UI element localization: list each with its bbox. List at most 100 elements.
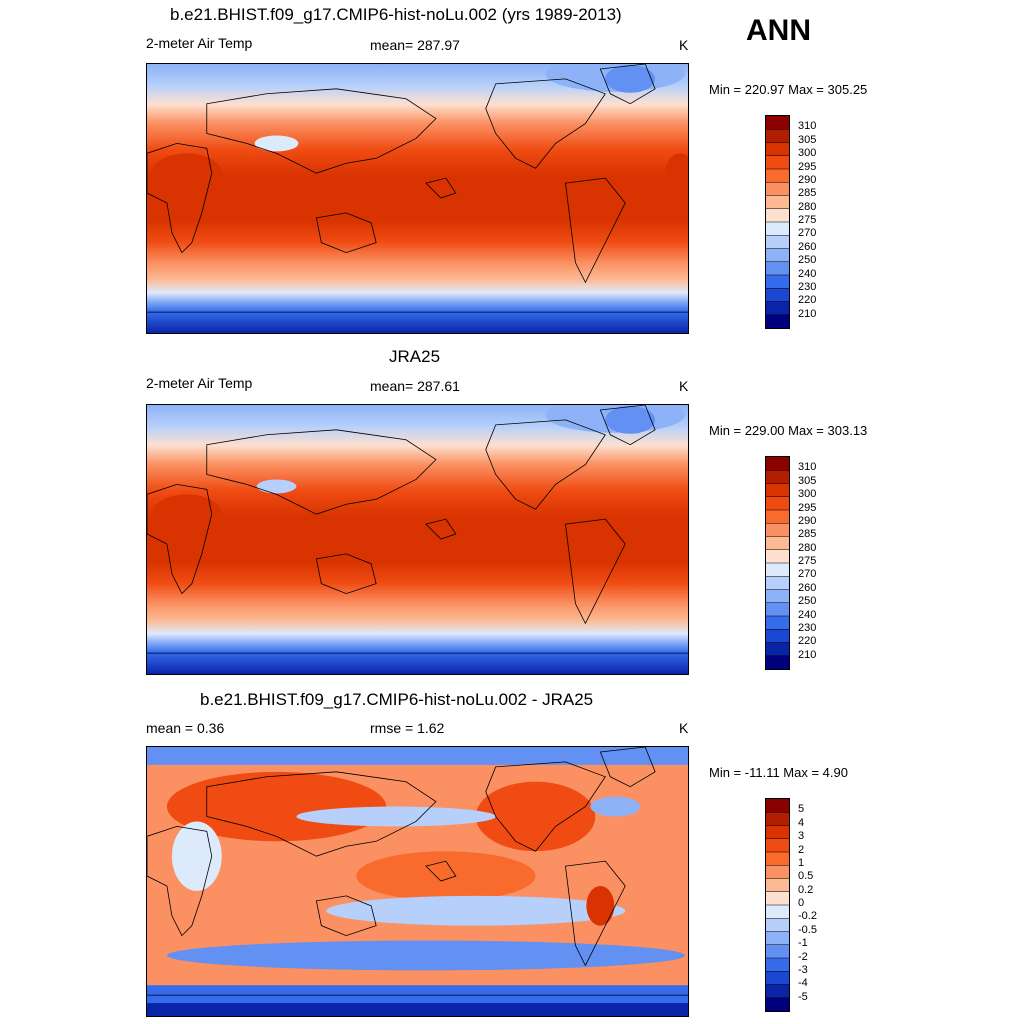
panel-3-rmse-label: rmse = 1.62 [370,720,445,736]
panel-1-colorbar-swatch [766,182,789,196]
panel-1-colorbar-tick-label: 210 [798,307,817,320]
panel-2-colorbar-swatch [766,563,789,577]
panel-2-mean-label: mean= 287.61 [370,378,460,394]
panel-3-colorbar-swatch [766,931,789,946]
panel-1-colorbar-tick-label: 300 [798,147,817,160]
panel-3-colorbar-swatch [766,997,789,1011]
panel-1-colorbar-swatch [766,195,789,210]
panel-1-colorbar-tick-label: 220 [798,294,817,307]
panel-3-colorbar-svg [766,799,789,1011]
panel-1-colorbar [765,115,790,329]
panel-1-variable-label: 2-meter Air Temp [146,35,253,51]
panel-1-colorbar-tick-label: 240 [798,267,817,280]
panel-1-colorbar-swatch [766,155,789,170]
panel-2-colorbar-swatch [766,576,789,590]
panel-3-colorbar-swatch [766,838,789,853]
panel-2-colorbar-tick-label: 240 [798,608,817,621]
panel-3-colorbar-swatch [766,958,789,972]
panel-2-minmax: Min = 229.00 Max = 303.13 [709,423,868,438]
panel-3-colorbar-tick-label: 3 [798,830,805,843]
panel-1-colorbar-swatch [766,288,789,302]
panel-2-colorbar-swatch [766,483,789,498]
panel-2-colorbar-swatch [766,496,789,511]
panel-2-colorbar-tick-label: 270 [798,568,817,581]
panel-3-colorbar-swatch [766,891,789,906]
panel-2-colorbar-swatch [766,523,789,537]
panel-2-colorbar-tick-label: 305 [798,474,817,487]
panel-3-colorbar-swatch [766,918,789,932]
panel-2-units: K [679,378,689,394]
panel-3-colorbar-tick-label: 2 [798,843,805,856]
panel-1-colorbar-swatch [766,275,789,289]
panel-1-colorbar-swatch [766,208,789,223]
panel-3-colorbar-tick-label: 1 [798,856,805,869]
panel-3-colorbar-tick-label: -1 [798,937,808,950]
panel-3-minmax: Min = -11.11 Max = 4.90 [709,765,848,780]
panel-1-colorbar-swatch [766,169,789,183]
panel-2-colorbar-swatch [766,629,789,643]
panel-2-colorbar-swatch [766,549,789,564]
panel-1-map-svg [147,64,688,333]
panel-2-title: JRA25 [389,347,441,366]
panel-3-colorbar [765,798,790,1012]
panel-2-colorbar-tick-label: 300 [798,488,817,501]
panel-1-colorbar-tick-label: 260 [798,240,817,253]
panel-3-colorbar-tick-label: 0.5 [798,870,814,883]
panel-1-colorbar-svg [766,116,789,328]
panel-1-colorbar-swatch [766,142,789,157]
panel-1-colorbar-swatch [766,222,789,236]
panel-1-colorbar-tick-label: 290 [798,173,817,186]
panel-2-colorbar-swatch [766,536,789,551]
panel-2-colorbar-tick-label: 220 [798,635,817,648]
panel-3-map [146,746,689,1017]
season-label: ANN [746,14,811,47]
panel-3-colorbar-tick-label: -2 [798,950,808,963]
panel-3-colorbar-tick-label: 0 [798,897,805,909]
panel-1-colorbar-swatch [766,116,789,130]
panel-3-colorbar-swatch [766,944,789,959]
panel-2-colorbar-tick-label: 275 [798,555,817,567]
panel-1-colorbar-tick-label: 270 [798,227,817,240]
panel-3-colorbar-swatch [766,984,789,999]
panel-1-colorbar-swatch [766,129,789,143]
panel-1-colorbar-tick-label: 275 [798,214,817,226]
panel-2-colorbar-swatch [766,589,789,604]
panel-3-colorbar-swatch [766,865,789,879]
panel-1-colorbar-swatch [766,314,789,328]
panel-2-colorbar-tick-label: 210 [798,648,817,661]
panel-2-colorbar-swatch [766,470,789,484]
panel-1-minmax: Min = 220.97 Max = 305.25 [709,82,868,97]
panel-2-variable-label: 2-meter Air Temp [146,375,253,391]
panel-3-colorbar-tick-label: 5 [798,803,805,816]
panel-1-colorbar-tick-label: 230 [798,280,817,293]
panel-3-colorbar-tick-label: -3 [798,963,808,976]
panel-1-colorbar-tick-label: 280 [798,200,817,213]
panel-1-colorbar-swatch [766,235,789,249]
panel-1-title: b.e21.BHIST.f09_g17.CMIP6-hist-noLu.002 … [170,5,622,24]
panel-3-map-svg [147,747,688,1016]
panel-2-colorbar-tick-label: 285 [798,528,817,541]
panel-1-colorbar-swatch [766,301,789,316]
panel-2-colorbar-tick-label: 260 [798,581,817,594]
panel-1-units: K [679,37,689,53]
panel-1-colorbar-tick-label: 285 [798,187,817,200]
panel-2-colorbar-tick-label: 290 [798,514,817,527]
panel-3-colorbar-swatch [766,812,789,826]
panel-3-mean-label: mean = 0.36 [146,720,225,736]
panel-1-colorbar-tick-label: 295 [798,160,817,173]
panel-2-colorbar-swatch [766,616,789,630]
panel-2-colorbar-tick-label: 280 [798,541,817,554]
panel-3-colorbar-swatch [766,878,789,893]
panel-2-colorbar-swatch [766,642,789,657]
panel-2-colorbar-swatch [766,602,789,617]
panel-2-colorbar-swatch [766,457,789,471]
panel-1-map [146,63,689,334]
panel-2-colorbar-tick-label: 250 [798,595,817,608]
panel-2-colorbar [765,456,790,670]
panel-2-colorbar-tick-label: 310 [798,461,817,474]
panel-1-colorbar-tick-label: 310 [798,120,817,133]
panel-3-colorbar-tick-label: 0.2 [798,883,814,896]
panel-1-colorbar-swatch [766,261,789,276]
panel-3-colorbar-tick-label: -4 [798,977,808,990]
panel-3-colorbar-swatch [766,825,789,840]
